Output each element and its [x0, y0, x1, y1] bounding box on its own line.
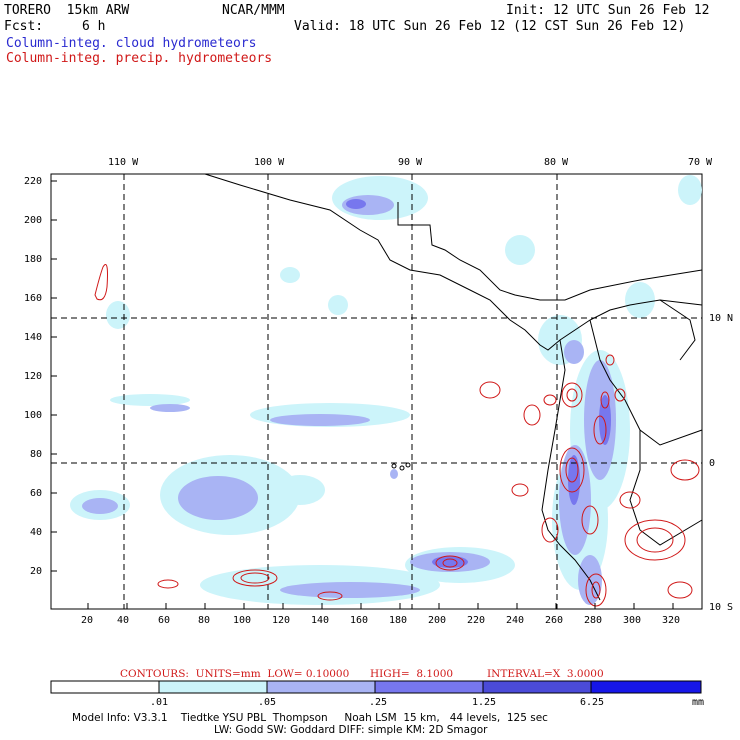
colorbar-label: .25 [369, 697, 388, 708]
forecast-hour: 6 h [82, 19, 106, 34]
lat-label-10n: 10 N [709, 313, 734, 324]
x-tick: 320 [662, 615, 681, 626]
contour-units: CONTOURS: UNITS=mm LOW= 0.10000 [120, 668, 350, 680]
lat-label-eq: 0 [709, 458, 716, 469]
colorbar-segment [482, 680, 592, 694]
lon-label-80w: 80 W [544, 157, 569, 168]
y-tick: 20 [30, 566, 43, 577]
y-tick: 120 [24, 371, 43, 382]
x-tick: 60 [158, 615, 171, 626]
init-time: Init: 12 UTC Sun 26 Feb 12 [506, 3, 710, 18]
lat-label-10s: 10 S [709, 602, 734, 613]
x-tick: 240 [506, 615, 525, 626]
x-tick: 180 [389, 615, 408, 626]
x-tick: 40 [117, 615, 130, 626]
contour-interval: INTERVAL=X 3.0000 [487, 668, 604, 680]
y-tick: 140 [24, 332, 43, 343]
coastlines [204, 173, 703, 601]
y-tick: 100 [24, 410, 43, 421]
x-tick: 220 [467, 615, 486, 626]
x-tick: 160 [350, 615, 369, 626]
contour-high: HIGH= 8.1000 [370, 668, 454, 680]
graticule [51, 174, 702, 609]
org-label: NCAR/MMM [222, 3, 285, 18]
model-info-line1: Model Info: V3.3.1 Tiedtke YSU PBL Thomp… [72, 712, 548, 724]
y-tick: 180 [24, 254, 43, 265]
lon-label-100w: 100 W [254, 157, 285, 168]
x-tick: 280 [584, 615, 603, 626]
model-title: TORERO 15km ARW [4, 3, 130, 18]
valid-time: Valid: 18 UTC Sun 26 Feb 12 (12 CST Sun … [294, 19, 686, 34]
x-tick: 260 [545, 615, 564, 626]
frame-ticks [51, 180, 674, 609]
x-tick: 300 [623, 615, 642, 626]
colorbar-segment [590, 680, 702, 694]
lon-label-110w: 110 W [108, 157, 139, 168]
cloud-field-title: Column-integ. cloud hydrometeors [6, 36, 257, 51]
model-info-line2: LW: Godd SW: Goddard DIFF: simple KM: 2D… [214, 724, 488, 736]
colorbar-segment [50, 680, 160, 694]
colorbar-label: 6.25 [580, 697, 605, 708]
x-tick: 100 [233, 615, 252, 626]
lon-label-90w: 90 W [398, 157, 423, 168]
x-tick: 20 [81, 615, 94, 626]
y-tick: 220 [24, 176, 43, 187]
y-tick: 60 [30, 488, 43, 499]
precip-contours [94, 264, 700, 607]
x-tick: 120 [272, 615, 291, 626]
y-tick: 40 [30, 527, 43, 538]
y-tick: 160 [24, 293, 43, 304]
x-tick: 80 [198, 615, 211, 626]
cloud-dark-shading [346, 199, 611, 568]
forecast-label: Fcst: [4, 19, 44, 34]
x-tick: 140 [311, 615, 330, 626]
colorbar-unit: mm [692, 697, 705, 708]
colorbar-segment [374, 680, 484, 694]
colorbar-label: .01 [150, 697, 169, 708]
lon-label-70w: 70 W [688, 157, 713, 168]
precip-field-title: Column-integ. precip. hydrometeors [6, 51, 273, 66]
colorbar-segment [266, 680, 376, 694]
colorbar-label: .05 [258, 697, 277, 708]
colorbar-segment [158, 680, 268, 694]
colorbar-label: 1.25 [472, 697, 497, 708]
y-tick: 200 [24, 215, 43, 226]
x-tick: 200 [428, 615, 447, 626]
y-tick: 80 [30, 449, 43, 460]
colorbar [50, 680, 702, 694]
